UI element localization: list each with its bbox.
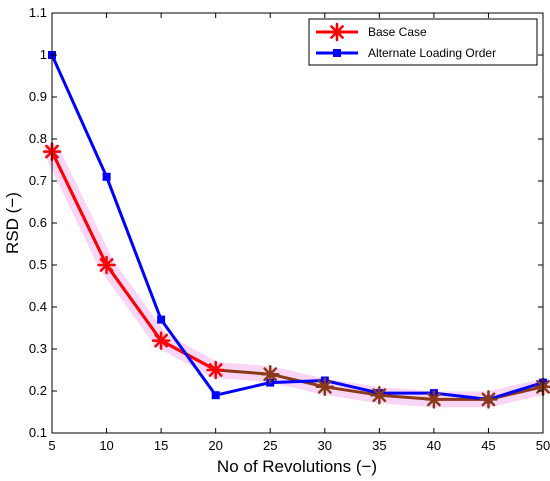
base-case-point <box>315 377 335 397</box>
alternate-loading-order-point <box>157 315 166 324</box>
x-tick-label: 35 <box>372 438 386 453</box>
y-tick-label: 0.7 <box>29 173 47 188</box>
y-tick-label: 0.8 <box>29 131 47 146</box>
tick-layer: 5 10 15 20 25 30 35 40 45 50 0.1 0.2 0.3 0.4 0.5 0.6 0.7… <box>29 5 550 453</box>
x-tick-label: 25 <box>263 438 277 453</box>
y-tick-label: 0.9 <box>29 89 47 104</box>
y-tick-label: 0.5 <box>29 257 47 272</box>
legend-base-case-asterisk <box>327 22 347 42</box>
y-axis-label: RSD (−) <box>3 192 22 254</box>
base-case-point <box>479 390 498 409</box>
base-case-point <box>370 385 389 405</box>
y-tick-label: 0.3 <box>29 341 47 356</box>
x-tick-label: 15 <box>154 438 168 453</box>
x-tick-label: 40 <box>427 438 441 453</box>
x-tick-label: 50 <box>536 438 550 453</box>
x-tick-label: 20 <box>208 438 222 453</box>
alternate-loading-order-point <box>102 172 111 181</box>
y-tick-label: 0.6 <box>29 215 47 230</box>
legend-alternate-marker <box>333 49 341 57</box>
x-tick-label: 10 <box>99 438 113 453</box>
base-case-point <box>206 360 225 380</box>
x-tick-label: 5 <box>48 438 55 453</box>
alternate-loading-order-point <box>211 391 220 400</box>
y-tick-label: 1 <box>40 47 47 62</box>
base-case-point <box>260 364 280 384</box>
y-tick-label: 0.4 <box>29 299 47 314</box>
base-case-point <box>424 390 444 409</box>
plot-area <box>52 13 543 433</box>
y-tick-label: 1.1 <box>29 5 47 20</box>
legend: Base Case Alternate Loading Order <box>308 18 538 66</box>
x-axis-label: No of Revolutions (−) <box>217 457 377 476</box>
legend-base-case-label: Base Case <box>368 25 427 39</box>
x-tick-label: 45 <box>481 438 495 453</box>
legend-alternate-label: Alternate Loading Order <box>368 46 496 60</box>
x-tick-label: 30 <box>318 438 332 453</box>
y-tick-label: 0.1 <box>29 425 47 440</box>
alternate-loading-order-line <box>50 54 544 401</box>
base-case-point <box>97 255 116 275</box>
y-tick-label: 0.2 <box>29 383 47 398</box>
base-case-point <box>151 331 171 350</box>
legend-base-case-marker <box>327 22 347 42</box>
legend-box <box>308 18 538 66</box>
